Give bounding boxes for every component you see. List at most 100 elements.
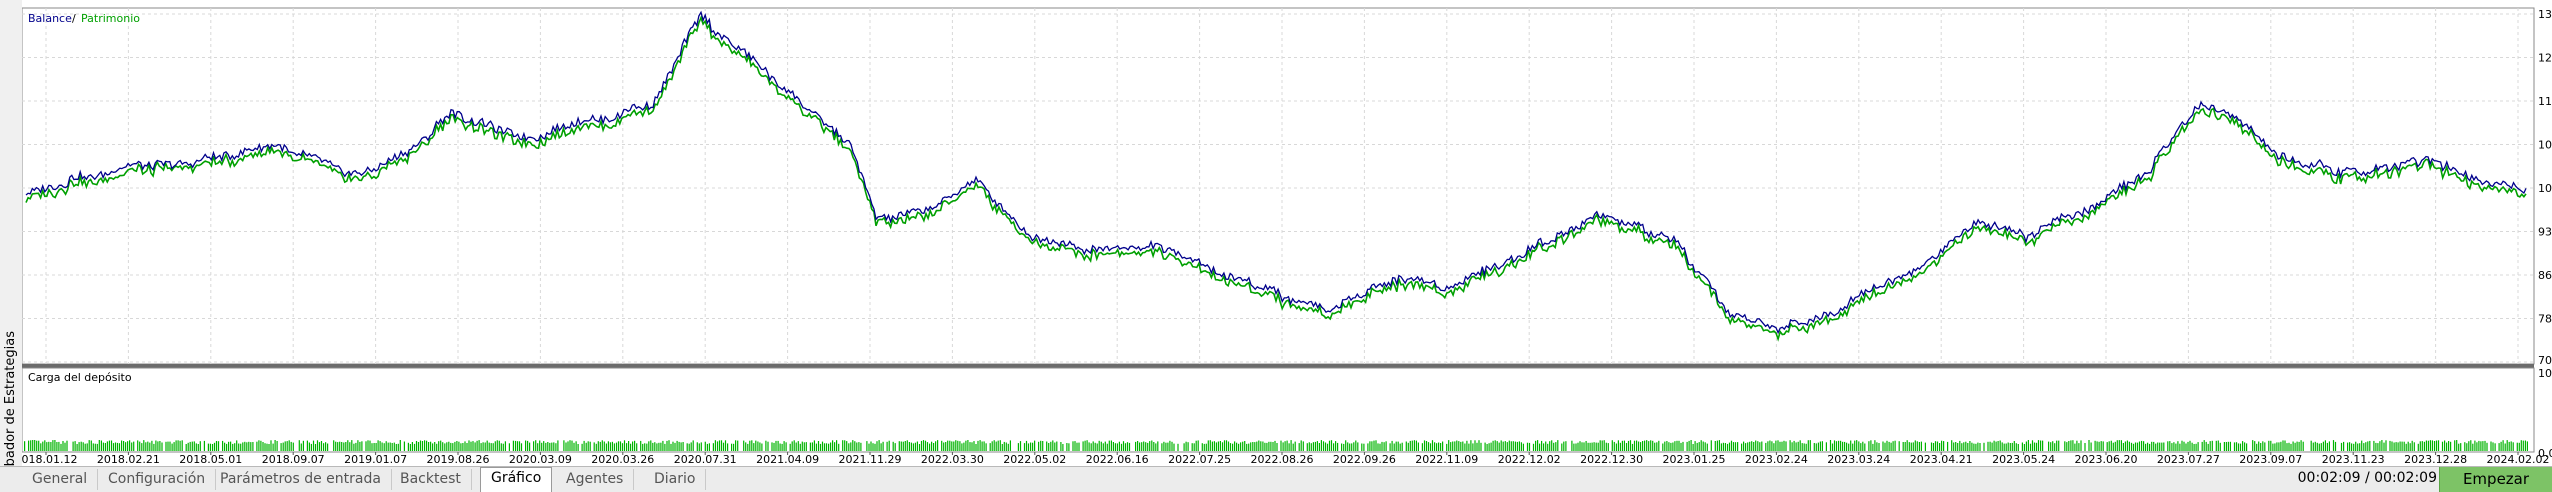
deposit-load-bar	[440, 440, 442, 451]
deposit-load-bar	[1494, 440, 1496, 451]
deposit-load-bar	[1769, 440, 1771, 451]
deposit-load-bar	[2201, 441, 2203, 451]
deposit-load-bar	[1173, 443, 1175, 451]
tab-general[interactable]: General	[22, 469, 99, 490]
deposit-load-bar	[545, 442, 547, 451]
tab-parámetros-de-entrada[interactable]: Parámetros de entrada	[210, 469, 392, 490]
deposit-load-bar	[1025, 440, 1028, 451]
deposit-load-bar	[1813, 443, 1815, 451]
deposit-load-bar	[1619, 442, 1621, 451]
deposit-load-bar	[662, 440, 664, 451]
deposit-load-bar	[365, 441, 367, 451]
deposit-load-bar	[2009, 443, 2011, 451]
tab-configuración[interactable]: Configuración	[98, 469, 217, 490]
deposit-load-bar	[1795, 442, 1797, 451]
deposit-load-bar	[906, 440, 908, 451]
deposit-load-bar	[1316, 441, 1318, 451]
deposit-load-bar	[529, 442, 531, 451]
deposit-load-bar	[1629, 440, 1632, 451]
deposit-load-bar	[759, 442, 761, 451]
deposit-load-bar	[1862, 441, 1864, 451]
deposit-load-bar	[1551, 440, 1553, 451]
deposit-load-bar	[1427, 442, 1430, 451]
deposit-load-bar	[797, 441, 799, 451]
deposit-load-bar	[1783, 440, 1785, 451]
tab-agentes[interactable]: Agentes	[556, 469, 635, 490]
deposit-load-bar	[1555, 442, 1557, 451]
deposit-load-bar	[1498, 442, 1500, 451]
start-button[interactable]: Empezar	[2439, 467, 2552, 492]
deposit-load-bar	[1110, 440, 1112, 451]
deposit-load-bar	[1613, 441, 1615, 451]
deposit-load-bar	[941, 440, 943, 451]
deposit-load-bar	[1238, 443, 1240, 451]
deposit-load-bar	[1726, 443, 1729, 451]
deposit-load-bar	[78, 442, 80, 451]
side-panel: Probador de Estrategias	[0, 0, 23, 491]
deposit-load-bar	[1155, 443, 1157, 451]
deposit-load-bar	[1872, 443, 1874, 451]
deposit-load-bar	[1652, 440, 1654, 451]
deposit-load-bar	[125, 442, 127, 451]
deposit-load-bar	[1074, 441, 1076, 451]
deposit-load-bar	[969, 442, 971, 451]
deposit-load-bar	[1621, 440, 1623, 451]
deposit-load-bar	[1924, 442, 1926, 451]
x-tick-label: 2023.05.24	[1992, 453, 2055, 466]
deposit-load-bar	[391, 443, 393, 451]
deposit-load-bar	[123, 441, 125, 451]
deposit-load-bar	[1541, 440, 1543, 451]
deposit-load-bar	[193, 441, 195, 451]
deposit-load-bar	[751, 440, 753, 451]
deposit-load-bar	[2472, 443, 2474, 451]
deposit-load-bar	[1361, 443, 1363, 451]
deposit-load-bar	[1500, 440, 1502, 451]
deposit-load-bar	[910, 442, 912, 451]
deposit-load-bar	[114, 442, 117, 451]
deposit-load-bar	[2035, 442, 2038, 451]
deposit-load-bar	[2031, 440, 2034, 451]
x-tick-label: 2022.05.02	[1003, 453, 1066, 466]
deposit-load-bar	[902, 441, 904, 451]
deposit-load-bar	[1623, 440, 1625, 451]
deposit-load-bar	[1510, 441, 1512, 451]
deposit-load-bar	[1145, 442, 1147, 451]
deposit-load-bar	[1508, 440, 1510, 451]
deposit-load-bar	[1197, 440, 1199, 451]
deposit-load-bar	[858, 442, 860, 451]
deposit-load-bar	[949, 440, 951, 451]
deposit-load-bar	[50, 442, 52, 451]
deposit-load-bar	[268, 444, 270, 451]
deposit-load-bar	[244, 441, 246, 451]
deposit-load-bar	[1193, 443, 1195, 451]
deposit-load-bar	[1581, 442, 1583, 451]
deposit-load-bar	[2437, 440, 2440, 451]
deposit-load-bar	[187, 442, 189, 451]
deposit-load-bar	[1672, 442, 1674, 451]
deposit-load-bar	[2288, 442, 2290, 451]
deposit-load-bar	[2070, 440, 2072, 451]
deposit-load-bar	[1391, 440, 1393, 451]
deposit-load-bar	[2110, 440, 2112, 451]
deposit-load-bar	[504, 441, 506, 451]
deposit-load-bar	[1284, 441, 1286, 451]
deposit-load-bar	[1452, 441, 1454, 451]
deposit-load-bar	[753, 443, 755, 451]
deposit-load-bar	[1797, 441, 1799, 451]
deposit-load-bar	[1431, 440, 1434, 451]
deposit-load-bar	[696, 442, 698, 451]
deposit-load-bar	[1292, 443, 1294, 451]
tab-gráfico[interactable]: Gráfico	[480, 467, 553, 492]
deposit-load-bar	[2147, 442, 2149, 451]
tab-backtest[interactable]: Backtest	[390, 469, 472, 490]
deposit-load-bar	[1829, 440, 1832, 451]
deposit-load-bar	[1246, 443, 1248, 451]
x-tick-label: 2018.01.12	[22, 453, 77, 466]
deposit-load-bar	[823, 443, 826, 451]
tab-diario[interactable]: Diario	[644, 469, 707, 490]
deposit-load-bar	[953, 441, 955, 451]
deposit-load-bar	[490, 443, 492, 451]
deposit-load-bar	[137, 440, 139, 451]
deposit-load-bar	[1595, 442, 1597, 451]
deposit-load-bar	[2456, 440, 2458, 451]
